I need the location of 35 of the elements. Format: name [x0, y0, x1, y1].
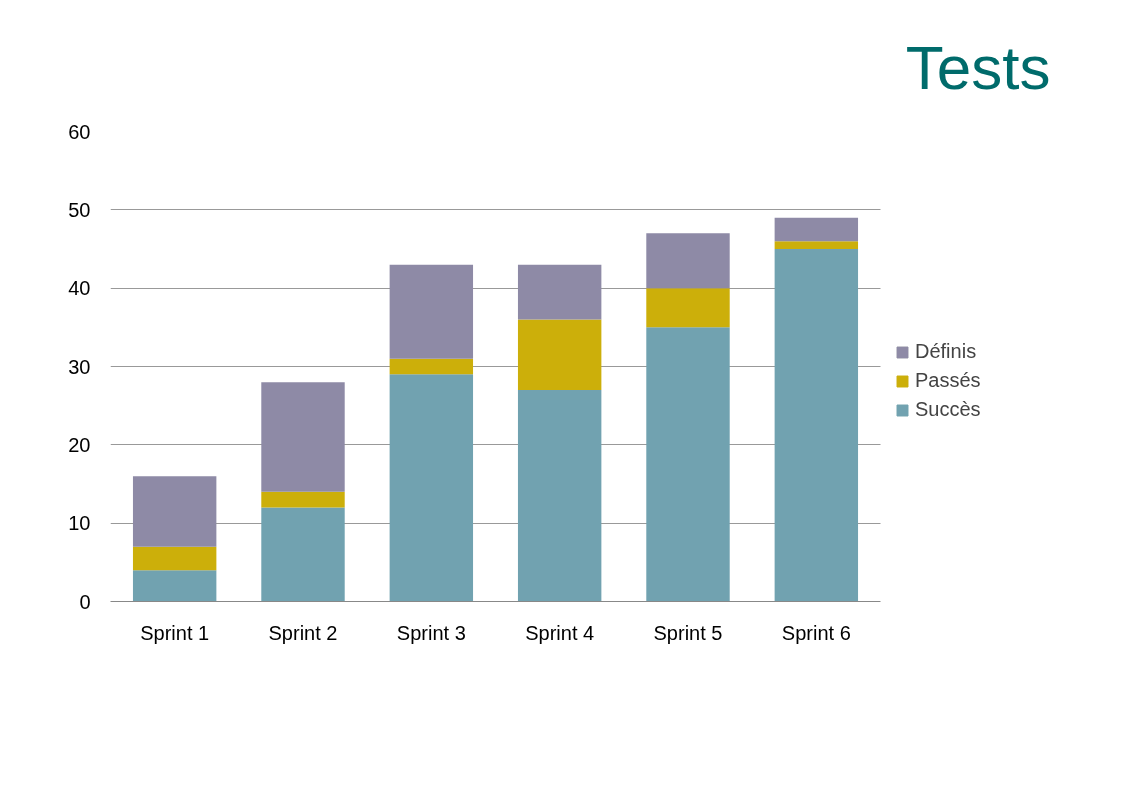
legend-label: Passés	[915, 369, 981, 392]
bar	[646, 327, 730, 602]
bar	[261, 507, 345, 602]
bar	[389, 264, 474, 359]
bar	[132, 546, 217, 571]
bar	[389, 358, 474, 375]
bar	[774, 241, 859, 249]
bar	[132, 476, 217, 547]
bar	[261, 491, 345, 508]
y-tick-label: 0	[79, 590, 91, 613]
bar	[517, 264, 602, 320]
bar	[517, 319, 602, 390]
bar	[646, 233, 730, 289]
x-tick-label: Sprint 3	[396, 621, 466, 644]
legend-label: Succès	[915, 398, 981, 421]
y-tick-label: 50	[68, 198, 91, 221]
bar	[389, 374, 474, 602]
x-tick-label: Sprint 4	[525, 621, 595, 644]
bar	[774, 217, 859, 242]
y-tick-label: 10	[68, 512, 91, 535]
y-tick-label: 60	[68, 120, 91, 143]
bar	[774, 249, 859, 602]
bar	[132, 570, 217, 602]
x-tick-label: Sprint 2	[268, 621, 338, 644]
x-tick-label: Sprint 1	[140, 621, 210, 644]
x-tick-label: Sprint 6	[781, 621, 851, 644]
legend-label: Définis	[915, 340, 977, 363]
x-tick-label: Sprint 5	[653, 621, 723, 644]
y-tick-label: 40	[68, 277, 91, 300]
bar	[517, 390, 602, 602]
y-tick-label: 20	[68, 433, 91, 456]
bar	[646, 288, 730, 328]
y-tick-label: 30	[68, 355, 91, 378]
chart-title: Tests	[905, 32, 1051, 102]
bar	[261, 382, 345, 492]
